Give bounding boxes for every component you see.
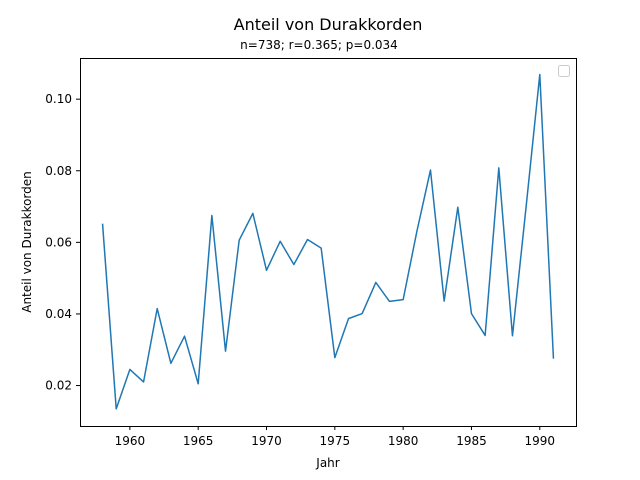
legend-box: [558, 65, 570, 77]
data-point: [484, 334, 487, 337]
x-tick-label: 1965: [183, 434, 214, 448]
data-point: [525, 205, 528, 208]
data-point: [224, 350, 227, 353]
data-point: [183, 335, 186, 338]
x-axis-label: Jahr: [315, 456, 339, 470]
data-point: [429, 168, 432, 171]
data-point: [251, 212, 254, 215]
data-point: [388, 300, 391, 303]
data-point: [374, 281, 377, 284]
chart-title: Anteil von Durakkorden: [234, 15, 423, 34]
chart-subtitle: n=738; r=0.365; p=0.034: [240, 38, 398, 52]
data-point: [497, 166, 500, 169]
x-tick-label: 1975: [320, 434, 351, 448]
data-point: [415, 230, 418, 233]
y-axis-label: Anteil von Durakkorden: [20, 171, 34, 313]
data-point: [552, 357, 555, 360]
y-tick-label: 0.04: [45, 307, 72, 321]
data-point: [333, 356, 336, 359]
data-point: [128, 368, 131, 371]
data-point: [142, 380, 145, 383]
data-point: [538, 73, 541, 76]
data-point: [169, 362, 172, 365]
y-tick-label: 0.10: [45, 92, 72, 106]
data-point: [292, 263, 295, 266]
data-point: [279, 240, 282, 243]
data-point: [210, 214, 213, 217]
y-tick-label: 0.08: [45, 164, 72, 178]
data-point: [470, 312, 473, 315]
x-tick-label: 1980: [388, 434, 419, 448]
data-point: [265, 269, 268, 272]
x-tick-label: 1970: [251, 434, 282, 448]
data-point: [402, 298, 405, 301]
data-point: [456, 206, 459, 209]
series-line: [101, 73, 555, 410]
series-layer: [101, 73, 555, 410]
data-point: [238, 239, 241, 242]
data-point: [156, 307, 159, 310]
data-point: [320, 246, 323, 249]
x-tick-label: 1990: [525, 434, 556, 448]
data-point: [101, 222, 104, 225]
x-tick-label: 1985: [456, 434, 487, 448]
y-tick-label: 0.06: [45, 235, 72, 249]
plot-frame: [80, 58, 577, 427]
data-point: [511, 334, 514, 337]
y-tick-label: 0.02: [45, 379, 72, 393]
data-point: [361, 312, 364, 315]
x-tick-label: 1960: [115, 434, 146, 448]
axis-ticks: 1960 1965 1970 1975 1980 1985 1990 0.02 0.04 0.06…: [45, 92, 555, 448]
data-point: [306, 238, 309, 241]
data-point: [197, 382, 200, 385]
data-point: [115, 407, 118, 410]
data-point: [347, 317, 350, 320]
data-point: [443, 299, 446, 302]
